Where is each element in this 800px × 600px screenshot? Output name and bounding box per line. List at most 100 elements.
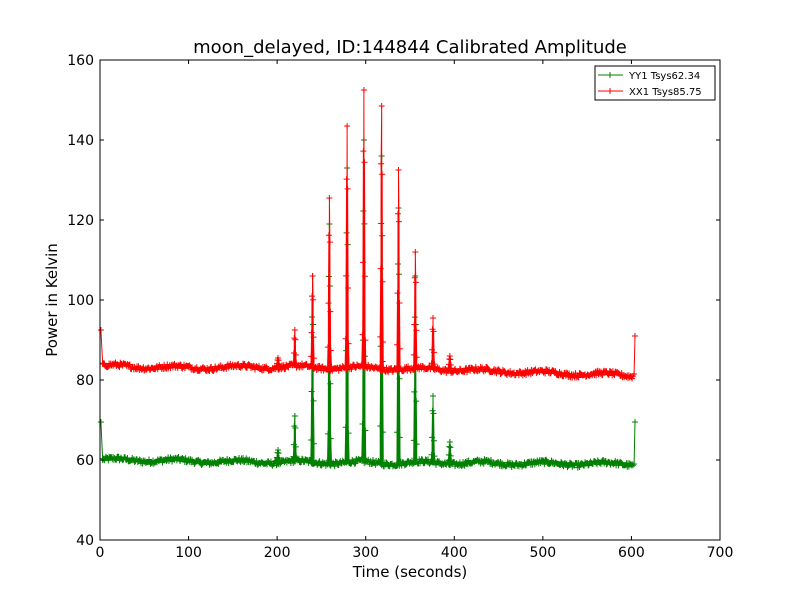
data-point	[327, 380, 334, 387]
data-point	[344, 185, 351, 192]
data-point	[326, 239, 333, 246]
data-point	[446, 355, 453, 362]
data-point	[446, 443, 453, 450]
data-point	[379, 278, 386, 285]
data-point	[309, 273, 316, 279]
data-point	[345, 340, 352, 347]
data-point	[344, 123, 351, 129]
data-point	[429, 434, 436, 441]
data-point	[394, 429, 401, 436]
data-point	[308, 329, 315, 336]
data-point	[631, 371, 638, 377]
data-point	[310, 397, 317, 404]
data-point	[378, 103, 385, 109]
data-point	[316, 458, 323, 465]
x-tick-label: 400	[441, 545, 468, 561]
plot-area	[97, 87, 638, 471]
data-point	[431, 437, 438, 444]
data-point	[292, 336, 299, 343]
legend-marker	[607, 88, 613, 94]
data-point	[430, 328, 437, 335]
data-point	[327, 435, 334, 442]
data-point	[413, 398, 420, 405]
data-point	[359, 331, 366, 338]
data-point	[430, 393, 437, 399]
data-point	[431, 453, 438, 460]
data-point	[342, 424, 349, 431]
x-tick-label: 200	[264, 545, 291, 561]
data-point	[396, 300, 403, 307]
data-point	[412, 279, 419, 286]
data-point	[380, 339, 387, 346]
data-point	[447, 444, 454, 451]
data-point	[310, 334, 317, 341]
data-point	[326, 195, 333, 201]
data-point	[575, 374, 582, 381]
y-tick-label: 160	[67, 53, 94, 69]
data-point	[291, 413, 298, 419]
data-point	[420, 460, 427, 467]
data-point	[359, 259, 366, 266]
data-point	[327, 308, 334, 315]
data-point	[116, 364, 123, 371]
y-tick-label: 100	[67, 293, 94, 309]
data-point	[394, 341, 401, 348]
legend-label: XX1 Tsys85.75	[629, 87, 702, 98]
data-point	[411, 388, 418, 395]
data-point	[380, 429, 387, 436]
data-point	[291, 327, 298, 333]
data-point	[484, 365, 491, 372]
data-point	[377, 422, 384, 429]
data-point	[448, 365, 455, 372]
data-point	[424, 456, 431, 463]
data-point	[291, 335, 298, 342]
data-point	[310, 355, 317, 362]
data-point	[631, 333, 638, 339]
y-axis-label: Power in Kelvin	[43, 243, 61, 357]
data-point	[292, 443, 299, 450]
legend-label: YY1 Tsys62.34	[628, 71, 700, 82]
data-point	[348, 366, 355, 373]
data-point	[629, 375, 636, 382]
data-point	[310, 296, 317, 303]
data-point	[394, 290, 401, 297]
axes: 0 100 200 300 400 500 600 700 40 60 80 100 120 140 160	[67, 53, 733, 561]
data-point	[377, 265, 384, 272]
data-point	[431, 349, 438, 356]
data-point	[576, 463, 583, 470]
x-tick-label: 300	[352, 545, 379, 561]
data-point	[345, 430, 352, 437]
legend: YY1 Tsys62.34 XX1 Tsys85.75	[594, 65, 716, 101]
data-point	[308, 388, 315, 395]
data-point	[597, 461, 604, 468]
data-point	[552, 368, 559, 375]
data-point	[413, 441, 420, 448]
data-point	[310, 440, 317, 447]
data-point	[343, 272, 350, 279]
data-point	[574, 373, 581, 380]
data-point	[359, 421, 366, 428]
data-point	[430, 410, 437, 417]
data-point	[342, 335, 349, 342]
data-point	[377, 333, 384, 340]
x-axis-label: Time (seconds)	[352, 563, 468, 581]
data-point	[542, 456, 549, 463]
data-point	[446, 353, 453, 359]
series-markers	[97, 87, 638, 382]
y-tick-label: 40	[76, 533, 94, 549]
data-point	[343, 176, 350, 183]
y-tick-label: 60	[76, 453, 94, 469]
data-point	[429, 407, 436, 414]
legend-marker	[607, 72, 613, 78]
chart-title: moon_delayed, ID:144844 Calibrated Ampli…	[193, 37, 627, 58]
data-point	[324, 430, 331, 437]
data-point	[97, 327, 104, 333]
data-point	[631, 419, 638, 425]
data-point	[191, 461, 198, 468]
y-tick-label: 80	[76, 373, 94, 389]
data-point	[428, 451, 435, 458]
data-point	[307, 457, 314, 464]
data-point	[193, 364, 200, 371]
data-point	[361, 159, 368, 166]
data-point	[413, 354, 420, 361]
